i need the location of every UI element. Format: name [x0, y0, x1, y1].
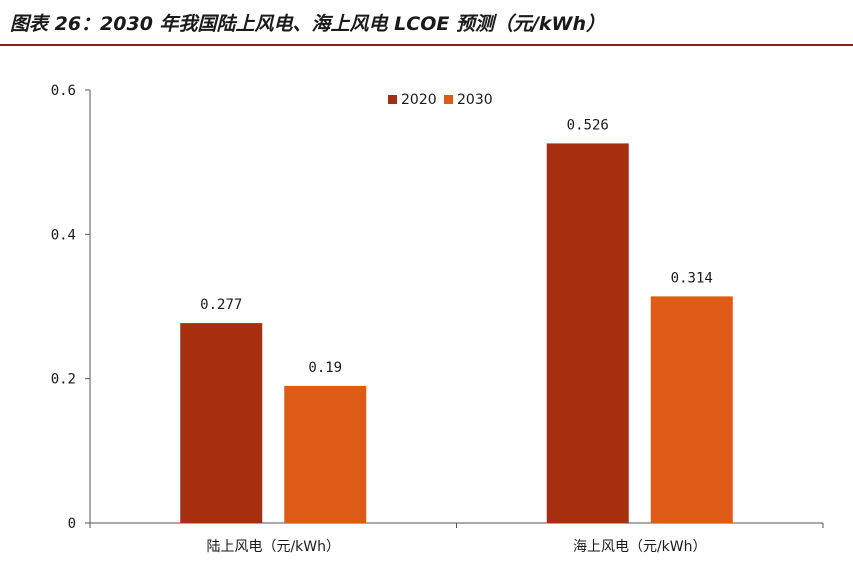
legend-swatch-2030 [444, 95, 453, 104]
bar-2020 [180, 323, 263, 523]
data-label: 0.19 [308, 360, 342, 376]
y-tick-label: 0.4 [51, 227, 76, 243]
y-tick-label: 0 [68, 516, 76, 532]
bar-2030 [650, 296, 733, 523]
legend-label-2020: 2020 [401, 92, 437, 108]
bar-2030 [284, 385, 367, 523]
data-label: 0.277 [200, 297, 242, 313]
y-tick-label: 0.6 [51, 83, 76, 99]
legend-swatch-2020 [388, 95, 397, 104]
data-label: 0.314 [671, 270, 713, 286]
title-divider [0, 44, 853, 46]
x-category-label: 海上风电（元/kWh） [573, 539, 707, 555]
y-tick-label: 0.2 [51, 372, 76, 388]
page-title: 图表 26：2030 年我国陆上风电、海上风电 LCOE 预测（元/kWh） [10, 13, 606, 35]
x-category-label: 陆上风电（元/kWh） [206, 539, 340, 555]
legend-label-2030: 2030 [457, 92, 493, 108]
data-label: 0.526 [567, 117, 609, 133]
bar-2020 [546, 143, 629, 524]
title-bar: 图表 26：2030 年我国陆上风电、海上风电 LCOE 预测（元/kWh） [0, 0, 853, 46]
